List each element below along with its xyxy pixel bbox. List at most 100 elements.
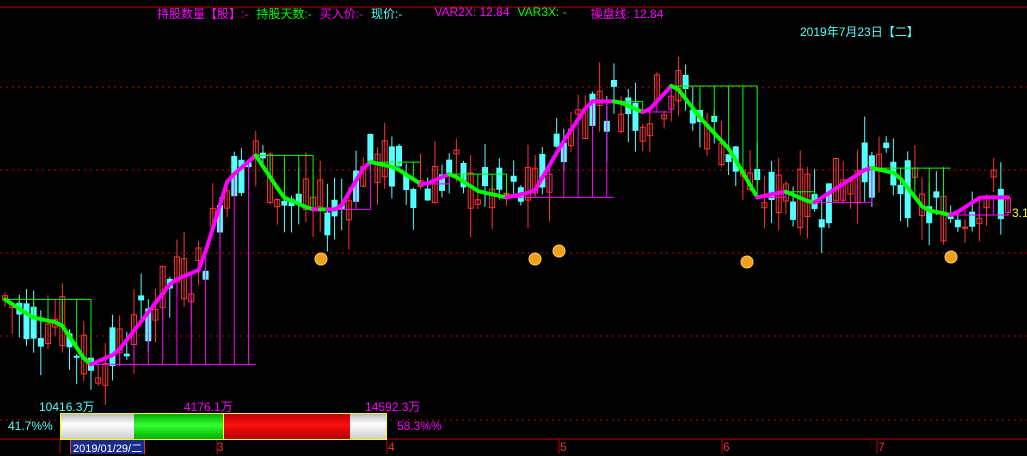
candle-body bbox=[510, 175, 517, 182]
trend-line-segment bbox=[196, 249, 208, 273]
var3x: VAR3X: - bbox=[517, 5, 567, 19]
trend-line-segment bbox=[210, 203, 222, 231]
candle-body bbox=[818, 219, 825, 228]
trend-line-segment bbox=[726, 146, 738, 163]
candle-body bbox=[804, 173, 811, 218]
candle-body bbox=[482, 167, 489, 187]
candle-body bbox=[646, 123, 653, 137]
candle-body bbox=[474, 199, 481, 205]
candle-body bbox=[639, 126, 646, 142]
candle-body bbox=[524, 166, 531, 201]
candle-body bbox=[345, 200, 352, 221]
candle-body bbox=[976, 217, 983, 225]
candle-body bbox=[410, 188, 417, 209]
hold-qty: 持股数量【股】:- bbox=[157, 7, 249, 21]
bar-green bbox=[134, 413, 223, 440]
signal-icon bbox=[740, 255, 754, 269]
candle-body bbox=[947, 216, 954, 220]
candle-body bbox=[37, 338, 44, 347]
trend-line-segment bbox=[547, 151, 559, 168]
candle-body bbox=[725, 154, 732, 163]
candle-body bbox=[883, 142, 890, 149]
candle-body bbox=[632, 102, 639, 131]
candle-body bbox=[367, 134, 374, 162]
bar-red bbox=[223, 413, 351, 440]
candle-body bbox=[109, 327, 116, 367]
trend-line-segment bbox=[74, 345, 86, 361]
month-5: 5 bbox=[560, 440, 567, 454]
candle-body bbox=[897, 184, 904, 195]
candle-body bbox=[439, 174, 446, 191]
candle-body bbox=[324, 212, 331, 236]
candle-body bbox=[138, 295, 145, 301]
month-6: 6 bbox=[723, 440, 730, 454]
candle-body bbox=[969, 211, 976, 227]
trend-line-segment bbox=[253, 153, 265, 169]
current-price: 现价:- bbox=[371, 7, 403, 21]
candle-body bbox=[44, 323, 51, 344]
candle-body bbox=[152, 308, 159, 321]
candle-body bbox=[954, 219, 961, 228]
candle-body bbox=[302, 178, 309, 210]
left-pct: 41.7%% bbox=[8, 419, 53, 433]
candle-body bbox=[861, 142, 868, 183]
candle-body bbox=[73, 355, 80, 358]
right-pct: 58.3%% bbox=[397, 419, 442, 433]
trend-line-segment bbox=[576, 106, 588, 122]
buy-price: 买入价:- bbox=[319, 7, 364, 21]
cursor-date: 2019/01/29/二 bbox=[70, 440, 146, 455]
bar-white-right bbox=[350, 413, 387, 440]
trend-line-segment bbox=[554, 139, 566, 155]
candle-body bbox=[23, 303, 30, 340]
header-bar: 持股数量【股】:- 持股天数:- 买入价:- 现价:- VAR2X: 12.84… bbox=[157, 5, 663, 22]
trend-line-segment bbox=[67, 334, 79, 350]
signal-icon bbox=[552, 244, 566, 258]
candle-body bbox=[825, 183, 832, 224]
trend-line-segment bbox=[733, 158, 745, 175]
trend-line-segment bbox=[561, 128, 573, 143]
left-amount: 10416.3万 bbox=[39, 400, 95, 414]
trend-line-segment bbox=[748, 183, 760, 200]
candle-body bbox=[997, 188, 1004, 220]
trend-line-segment bbox=[339, 190, 351, 208]
candle-body bbox=[575, 109, 582, 115]
trend-line-segment bbox=[533, 175, 545, 193]
month-7: 7 bbox=[878, 440, 885, 454]
trend-line-segment bbox=[275, 185, 287, 200]
candle-body bbox=[618, 113, 625, 133]
hold-days: 持股天数:- bbox=[256, 7, 312, 21]
trend-line-segment bbox=[203, 226, 215, 254]
trade-line: 操盘线: 12.84 bbox=[590, 7, 664, 21]
candle-body bbox=[790, 201, 797, 220]
mid-amount: 4176.1万 bbox=[184, 400, 233, 414]
trend-line-segment bbox=[568, 117, 581, 133]
candle-body bbox=[431, 166, 438, 204]
candle-body bbox=[833, 158, 840, 202]
candle-body bbox=[195, 247, 202, 261]
date-label: 2019年7月23日【二】 bbox=[800, 25, 919, 39]
candle-body bbox=[768, 171, 775, 200]
candle-body bbox=[424, 188, 431, 201]
candle-body bbox=[467, 172, 474, 209]
trend-line-segment bbox=[740, 170, 753, 188]
candle-body bbox=[59, 296, 66, 347]
signal-icon bbox=[528, 252, 542, 266]
candle-body bbox=[933, 191, 940, 198]
candle-body bbox=[962, 226, 969, 229]
candle-body bbox=[123, 353, 130, 357]
candle-body bbox=[761, 202, 768, 209]
trend-line-segment bbox=[217, 179, 230, 208]
candle-body bbox=[95, 377, 102, 384]
candle-body bbox=[238, 159, 245, 194]
right-amount: 14592.3万 bbox=[365, 400, 421, 414]
candle-body bbox=[281, 200, 288, 206]
signal-icon bbox=[314, 252, 328, 266]
var2x: VAR2X: 12.84 bbox=[434, 5, 510, 19]
candle-body bbox=[274, 199, 281, 208]
trend-line-segment bbox=[268, 175, 280, 190]
candle-body bbox=[596, 90, 603, 106]
trend-line-segment bbox=[260, 164, 273, 179]
candle-body bbox=[317, 179, 324, 208]
right-price: 3.1 bbox=[1012, 206, 1027, 220]
